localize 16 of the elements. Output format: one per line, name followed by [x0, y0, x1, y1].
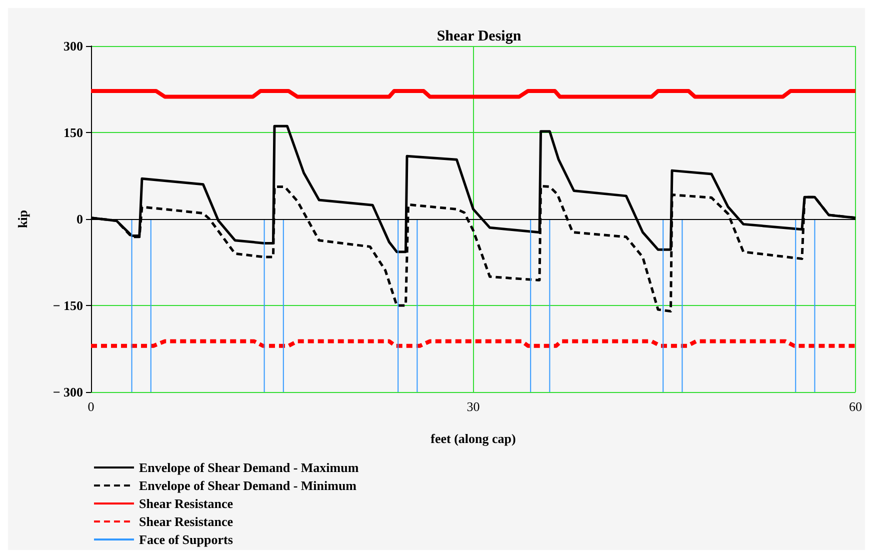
legend-label: Envelope of Shear Demand - Maximum — [139, 460, 359, 475]
y-tick-label: 0 — [76, 212, 83, 226]
legend-label: Face of Supports — [139, 532, 233, 547]
legend-label: Shear Resistance — [139, 496, 234, 511]
x-axis-title: feet (along cap) — [430, 431, 516, 446]
x-tick-label: 30 — [466, 399, 480, 414]
y-axis-title: kip — [15, 210, 30, 228]
chart-title: Shear Design — [436, 28, 522, 44]
x-tick-label: 60 — [849, 399, 862, 414]
y-tick-label: − 150 — [52, 298, 83, 313]
y-tick-label: 150 — [64, 125, 83, 140]
y-tick-label: 300 — [64, 38, 83, 54]
x-tick-label: 0 — [88, 399, 94, 414]
legend-label: Envelope of Shear Demand - Minimum — [139, 478, 357, 493]
legend-label: Shear Resistance — [139, 514, 234, 529]
y-tick-label: − 300 — [52, 384, 83, 400]
